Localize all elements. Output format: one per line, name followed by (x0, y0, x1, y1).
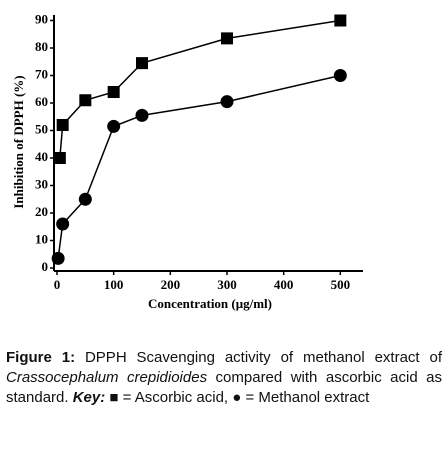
caption-text: DPPH Scavenging activity of methanol ext… (75, 349, 442, 366)
circle-marker (220, 95, 234, 109)
series-line (59, 19, 341, 159)
y-tick-label: 20 (35, 204, 48, 219)
y-tick-label: 10 (35, 231, 48, 246)
y-tick-label: 50 (35, 121, 48, 136)
square-marker (334, 14, 347, 27)
chart: Concentration (μg/ml) Inhibition of DPPH… (11, 11, 363, 311)
circle-marker (78, 192, 92, 206)
circle-marker (51, 251, 65, 265)
caption-text: ■ = Ascorbic acid, ● = Methanol extract (105, 389, 370, 406)
y-axis-label: Inhibition of DPPH (%) (11, 75, 26, 208)
circle-marker (56, 217, 70, 231)
x-tick-label: 300 (217, 277, 237, 292)
square-marker (136, 57, 148, 70)
circle-marker (333, 69, 347, 82)
square-marker (107, 86, 120, 98)
caption-label: Figure 1: (6, 349, 76, 366)
y-tick-label: 90 (35, 11, 48, 26)
square-marker (53, 152, 66, 164)
x-tick-label: 500 (331, 277, 351, 292)
x-tick-label: 200 (161, 277, 181, 292)
caption-key: Key: (72, 389, 106, 406)
y-tick-label: 30 (35, 176, 48, 191)
y-tick-label: 40 (35, 149, 48, 164)
y-tick-label: 0 (42, 259, 49, 274)
caption-text: compared with ascorbic acid as standard. (6, 369, 443, 406)
caption: Figure 1: DPPH Scavenging activity of me… (6, 348, 442, 408)
y-tick-label: 80 (35, 39, 48, 54)
square-marker (79, 94, 92, 107)
circle-marker (107, 119, 121, 133)
y-tick-label: 70 (35, 66, 48, 81)
y-tick-label: 60 (35, 94, 48, 109)
caption-species: Crassocephalum crepidioides (6, 369, 208, 386)
x-tick-label: 0 (54, 277, 61, 292)
x-axis-label: Concentration (μg/ml) (148, 296, 272, 311)
square-marker (56, 119, 69, 131)
series-line (57, 74, 341, 259)
x-tick-label: 100 (104, 277, 124, 292)
square-marker (221, 32, 233, 45)
circle-marker (135, 108, 149, 122)
x-tick-label: 400 (274, 277, 294, 292)
